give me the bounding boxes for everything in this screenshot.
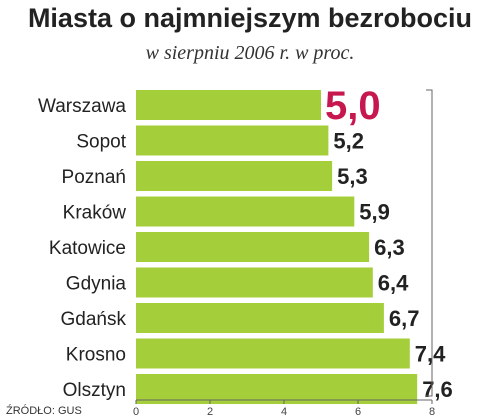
labels-layer: Warszawa 5,0 Sopot 5,2 Poznań 5,3 Kraków 5,9 Kat…	[38, 84, 453, 402]
bar-3	[136, 196, 355, 227]
category-label: Kraków	[63, 203, 127, 224]
value-label: 7,4	[415, 342, 446, 367]
bar-7	[136, 338, 410, 369]
category-label: Gdańsk	[61, 309, 127, 330]
x-axis: 0 2 4 6 8	[133, 89, 435, 418]
bar-1	[136, 125, 329, 156]
value-label: 5,2	[333, 129, 364, 154]
chart-subtitle: w sierpniu 2006 r. w proc.	[146, 42, 355, 64]
value-label: 6,7	[389, 306, 420, 331]
x-tick-label: 8	[429, 406, 435, 418]
x-tick-label: 0	[133, 406, 139, 418]
value-label: 5,0	[325, 84, 381, 128]
category-label: Gdynia	[66, 274, 127, 295]
bar-8	[136, 374, 418, 404]
source-note: ŹRÓDŁO: GUS	[6, 404, 82, 417]
bar-6	[136, 303, 384, 333]
value-label: 5,9	[359, 200, 390, 225]
bar-2	[136, 161, 333, 191]
bars-layer	[136, 90, 418, 404]
category-label: Poznań	[62, 167, 126, 188]
bar-4	[136, 232, 370, 262]
category-label: Sopot	[76, 132, 126, 153]
value-label: 6,4	[378, 271, 409, 296]
bar-0	[136, 90, 321, 120]
value-label: 6,3	[374, 235, 405, 260]
bar-5	[136, 267, 373, 298]
category-label: Katowice	[49, 238, 126, 259]
value-label: 5,3	[337, 164, 368, 189]
chart-title: Miasta o najmniejszym bezrobociu	[28, 3, 472, 33]
x-tick-label: 6	[355, 406, 361, 418]
value-label: 7,6	[422, 377, 453, 402]
category-label: Krosno	[66, 345, 126, 366]
x-tick-label: 2	[207, 406, 213, 418]
category-label: Olsztyn	[63, 380, 126, 401]
category-label: Warszawa	[38, 96, 126, 117]
bracket-line	[426, 89, 433, 397]
x-tick-label: 4	[281, 406, 287, 418]
